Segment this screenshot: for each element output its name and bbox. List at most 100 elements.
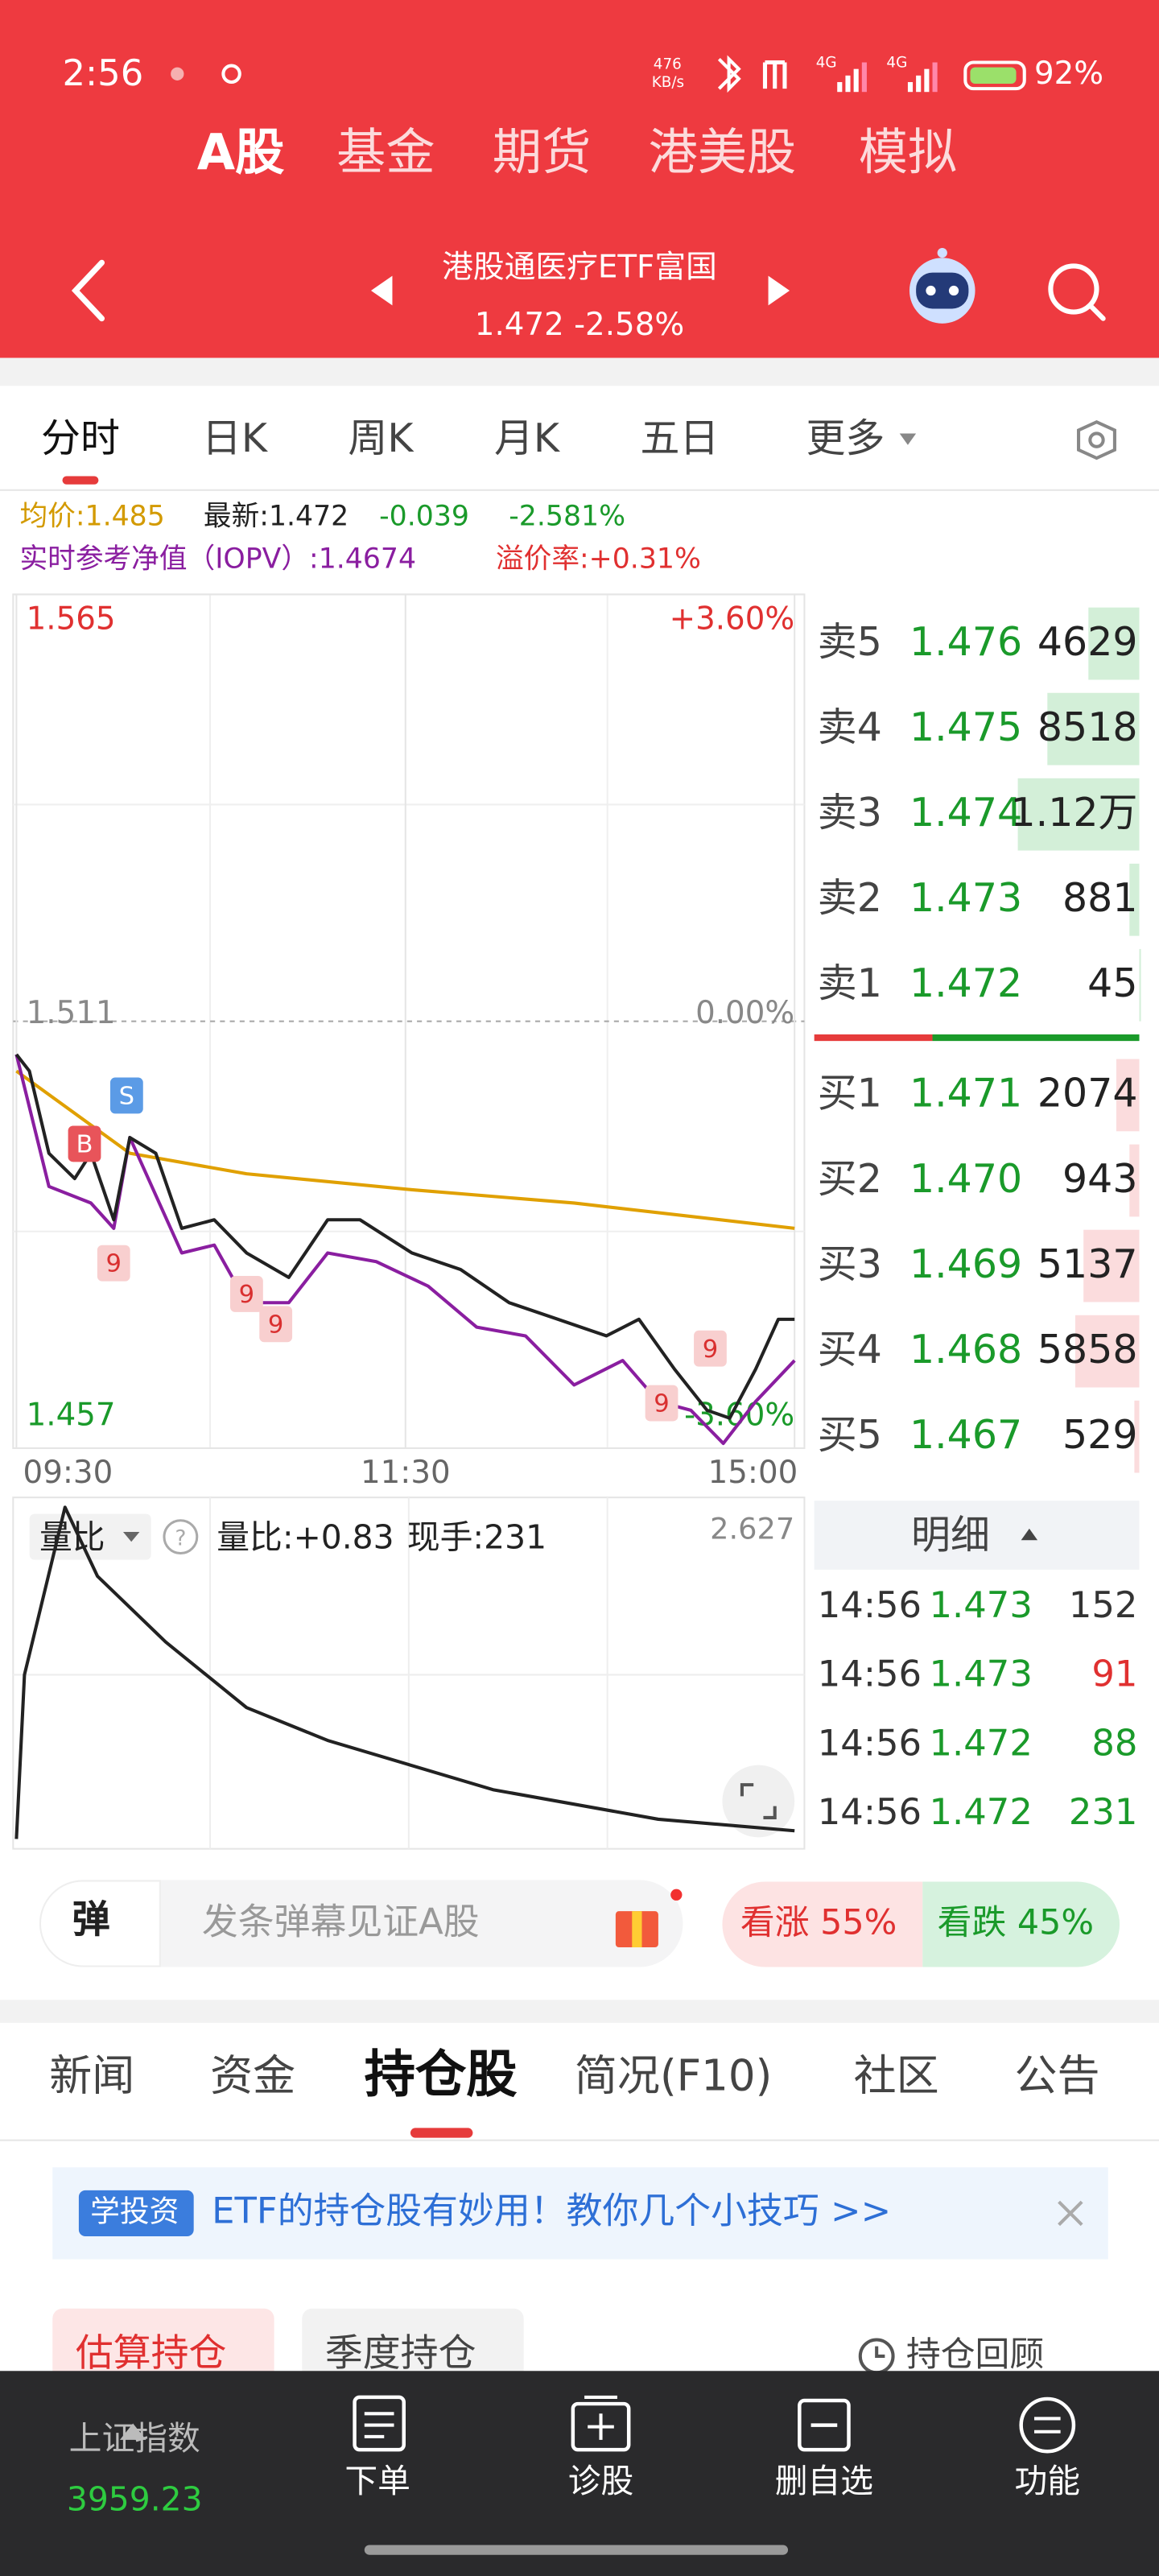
volume: 529	[1062, 1412, 1138, 1459]
level: 卖3	[817, 790, 882, 836]
danmaku-icon: 弹	[72, 1899, 110, 1942]
next-button[interactable]	[768, 275, 790, 306]
section-tab[interactable]: 简况(F10)	[574, 2052, 773, 2102]
chart-tab[interactable]: 五日	[640, 415, 720, 462]
change: -0.039	[379, 501, 469, 534]
price: 1.470	[909, 1155, 1023, 1203]
holdings-review[interactable]: 持仓回顾	[905, 2334, 1045, 2375]
prev-button[interactable]	[370, 275, 393, 306]
gift-icon[interactable]	[608, 1889, 687, 1961]
top-tab[interactable]: A股	[196, 125, 285, 183]
volume-bar	[1133, 1400, 1140, 1473]
nav-item[interactable]: 诊股	[567, 2461, 634, 2501]
book-divider	[932, 1034, 1140, 1042]
section-tab[interactable]: 资金	[210, 2052, 296, 2102]
annotation-marker	[230, 1276, 263, 1312]
x-tick-label: 15:00	[708, 1455, 798, 1491]
y-tick-label: 2.627	[710, 1511, 794, 1546]
price: 1.475	[909, 704, 1023, 751]
banner-close[interactable]	[1054, 2197, 1087, 2230]
bluetooth-icon	[717, 55, 741, 93]
section-tab[interactable]: 新闻	[49, 2052, 135, 2102]
back-button[interactable]	[71, 259, 105, 322]
hd-icon	[762, 60, 787, 89]
section-tab[interactable]: 公告	[1014, 2052, 1100, 2102]
level: 买3	[817, 1241, 882, 1288]
chart-tab[interactable]: 日K	[201, 415, 267, 462]
book-divider	[814, 1034, 933, 1042]
security-quote: 1.472 -2.58%	[474, 307, 685, 344]
banner[interactable]	[52, 2167, 1108, 2260]
volume: 1.12万	[1010, 790, 1138, 836]
detail-time: 14:56	[817, 1724, 922, 1765]
volume-bar	[1089, 607, 1140, 680]
settings-button[interactable]	[1077, 419, 1116, 460]
top-tab[interactable]: 基金	[336, 125, 435, 183]
level: 买1	[817, 1070, 882, 1117]
detail-volume: 88	[1091, 1724, 1138, 1765]
price: 1.467	[909, 1412, 1023, 1459]
diagnose-icon	[584, 2395, 617, 2440]
bearish-button[interactable]	[922, 1881, 1120, 1967]
price: 1.473	[909, 875, 1023, 922]
tab-indicator	[410, 2128, 473, 2138]
nav-item[interactable]: 下单	[344, 2461, 410, 2501]
more-arrow	[899, 433, 917, 445]
search-button[interactable]	[1048, 263, 1106, 321]
top-tab[interactable]: 模拟	[858, 125, 958, 183]
divider	[0, 489, 1159, 491]
net-unit: KB/s	[651, 75, 685, 93]
y-tick-label: 1.457	[27, 1397, 116, 1434]
avg-price: 均价:1.485	[19, 501, 165, 534]
section-tab[interactable]: 持仓股	[364, 2046, 518, 2105]
selector-arrow	[122, 1532, 140, 1542]
danmaku-placeholder: 发条弹幕见证A股	[201, 1902, 480, 1944]
details-arrow	[1021, 1528, 1038, 1541]
annotation-marker	[109, 1077, 143, 1114]
annotation-label: 9	[239, 1281, 254, 1309]
level: 卖4	[817, 704, 882, 751]
nav-item[interactable]: 删自选	[774, 2461, 874, 2501]
signal-icon	[907, 62, 938, 93]
danmaku-toggle[interactable]	[39, 1880, 161, 1967]
diagnose-icon	[571, 2401, 631, 2452]
nav-item[interactable]: 功能	[1014, 2461, 1081, 2501]
assistant-icon[interactable]	[909, 247, 975, 324]
help-icon[interactable]	[163, 1519, 199, 1555]
detail-price: 1.473	[929, 1586, 1033, 1628]
annotation-label: S	[119, 1083, 134, 1111]
volume-ratio: 量比:+0.83	[217, 1517, 394, 1557]
x-tick-label: 11:30	[361, 1455, 451, 1491]
volume: 881	[1062, 875, 1138, 922]
chart-tab[interactable]: 更多	[806, 415, 885, 462]
detail-price: 1.473	[929, 1654, 1033, 1696]
divider	[0, 357, 1159, 386]
top-tab[interactable]: 期货	[492, 125, 592, 183]
security-name: 港股通医疗ETF富国	[442, 250, 717, 286]
detail-time: 14:56	[817, 1586, 922, 1628]
annotation-marker	[97, 1245, 130, 1282]
latest-price: 最新:1.472	[203, 501, 349, 534]
y-tick-label: 1.511	[27, 995, 116, 1031]
chart-tab[interactable]: 分时	[40, 415, 120, 462]
section-tab[interactable]: 社区	[853, 2052, 939, 2102]
volume-bar	[1017, 778, 1140, 851]
quarterly-holdings: 季度持仓	[324, 2333, 476, 2376]
chart-tab[interactable]: 周K	[348, 415, 414, 462]
tab-indicator	[62, 476, 99, 485]
bullish-button[interactable]	[722, 1881, 923, 1967]
volume-bar	[1083, 1229, 1140, 1302]
expand-button[interactable]	[722, 1765, 795, 1838]
banner-tag: 学投资	[90, 2195, 179, 2230]
top-tab[interactable]: 港美股	[648, 125, 797, 183]
details-header[interactable]	[814, 1501, 1140, 1570]
remove-icon	[798, 2398, 851, 2452]
volume-selector[interactable]: 量比	[39, 1517, 105, 1557]
volume: 5137	[1037, 1241, 1138, 1288]
level: 卖1	[817, 960, 882, 1007]
level: 买2	[817, 1155, 882, 1203]
index-value: 3959.23	[66, 2479, 203, 2519]
chart-tab[interactable]: 月K	[493, 415, 560, 462]
